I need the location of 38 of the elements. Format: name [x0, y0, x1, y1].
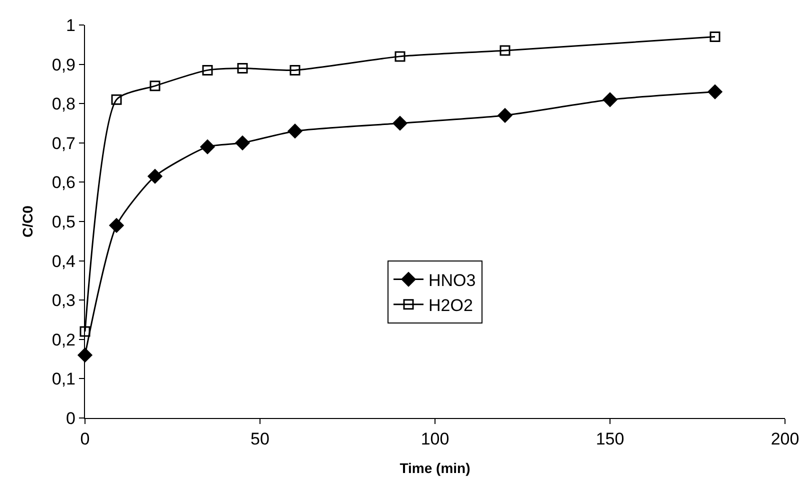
x-tick-label: 0	[80, 430, 90, 448]
point	[498, 108, 512, 123]
point	[150, 80, 160, 92]
point	[602, 92, 618, 107]
point	[111, 94, 122, 105]
y-tick-label: 0,3	[52, 291, 76, 310]
y-tick-label: 0	[66, 408, 76, 428]
y-tick-label: 1	[66, 16, 76, 35]
point	[710, 32, 720, 42]
y-tick-label: 0,2	[52, 330, 76, 350]
y-tick-label: 0,8	[52, 94, 76, 114]
x-tick-label: 200	[770, 430, 800, 448]
point	[392, 116, 408, 130]
y-tick-label: 0,6	[52, 173, 76, 192]
x-tick-label: 150	[596, 430, 624, 448]
point	[237, 62, 248, 74]
y-tick-label: 0,5	[52, 212, 76, 232]
x-tick-label: 50	[250, 430, 270, 448]
point	[200, 140, 215, 154]
point	[80, 326, 90, 337]
point	[290, 64, 300, 76]
point	[235, 136, 250, 150]
point	[202, 64, 213, 76]
legend-label: HNO3	[428, 270, 476, 290]
point	[708, 84, 722, 100]
point	[288, 124, 302, 138]
y-tick-label: 0,4	[52, 252, 76, 271]
point	[394, 51, 406, 62]
y-tick-label: 0,7	[52, 134, 76, 153]
point	[148, 169, 162, 184]
y-tick-label: 0,9	[52, 55, 76, 74]
x-tick-label: 100	[420, 430, 450, 448]
legend-label: H2O2	[428, 296, 473, 316]
point	[500, 45, 510, 56]
point	[109, 218, 124, 233]
x-axis-title: Time (min)	[400, 460, 470, 476]
y-axis-title: C/C0	[19, 205, 36, 238]
y-tick-label: 0,1	[52, 370, 76, 389]
